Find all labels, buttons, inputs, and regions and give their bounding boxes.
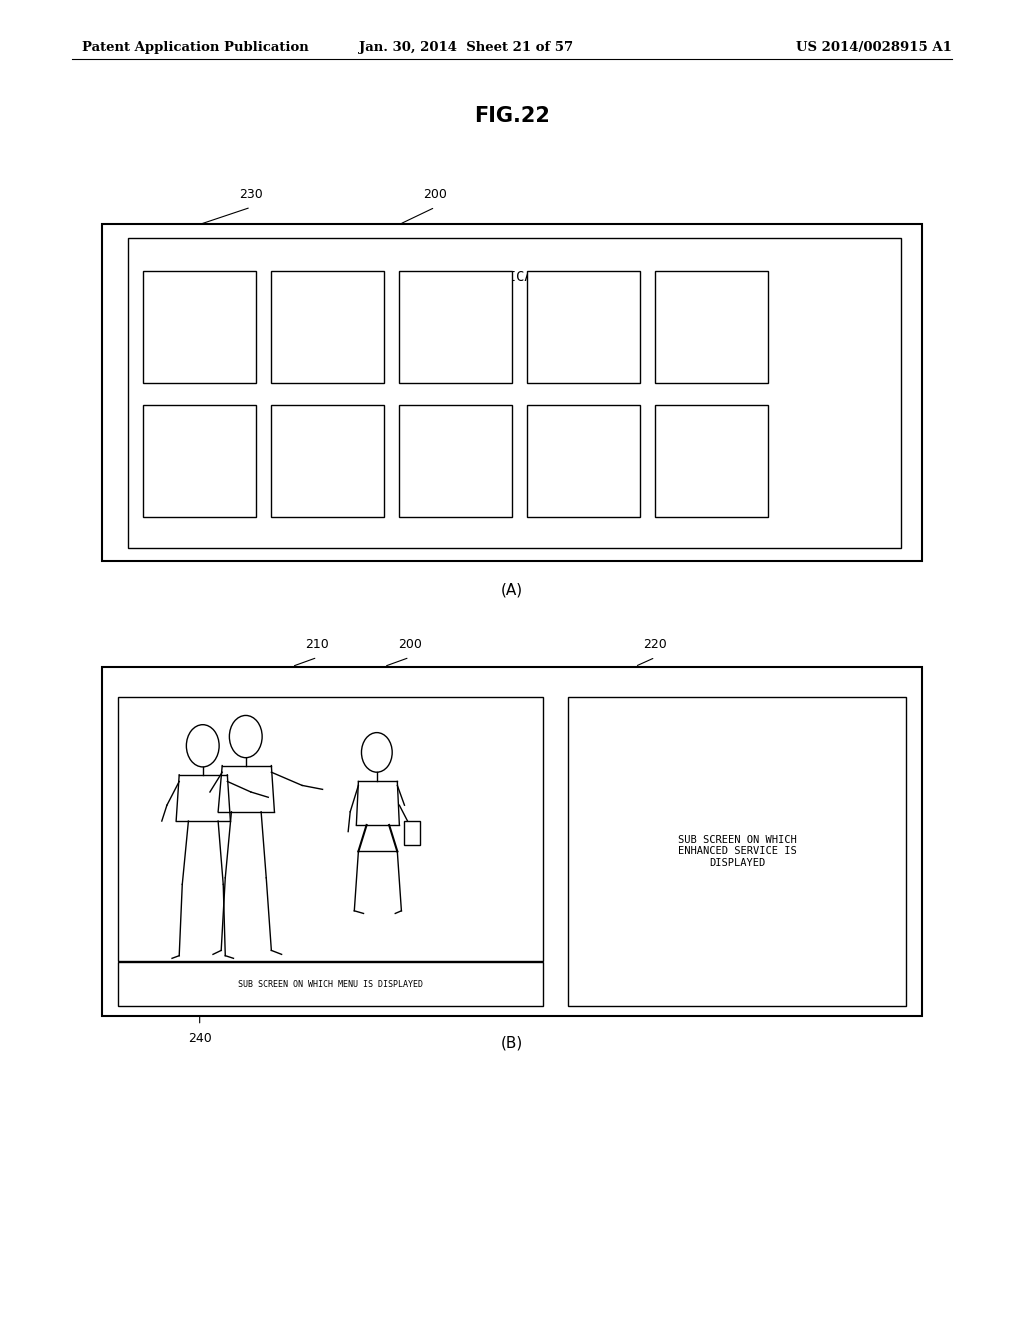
FancyBboxPatch shape bbox=[527, 405, 640, 517]
Text: 210: 210 bbox=[305, 638, 330, 651]
FancyBboxPatch shape bbox=[399, 271, 512, 383]
Text: FIG.22: FIG.22 bbox=[474, 106, 550, 127]
FancyBboxPatch shape bbox=[399, 405, 512, 517]
Text: Jan. 30, 2014  Sheet 21 of 57: Jan. 30, 2014 Sheet 21 of 57 bbox=[358, 41, 573, 54]
Text: 240: 240 bbox=[187, 1032, 212, 1045]
Text: MAP: MAP bbox=[571, 457, 596, 466]
Text: Broadc
aster A: Broadc aster A bbox=[180, 315, 219, 338]
Text: SUB SCREEN ON WHICH MENU IS DISPLAYED: SUB SCREEN ON WHICH MENU IS DISPLAYED bbox=[238, 979, 423, 989]
Text: Patent Application Publication: Patent Application Publication bbox=[82, 41, 308, 54]
Text: (A): (A) bbox=[501, 582, 523, 598]
Text: Broadc
aster C: Broadc aster C bbox=[436, 315, 475, 338]
Text: Broadc
aster B: Broadc aster B bbox=[308, 315, 347, 338]
FancyBboxPatch shape bbox=[655, 271, 768, 383]
FancyBboxPatch shape bbox=[271, 405, 384, 517]
Text: MY APPLICATIONS: MY APPLICATIONS bbox=[450, 271, 574, 284]
FancyBboxPatch shape bbox=[102, 224, 922, 561]
Text: 200: 200 bbox=[397, 638, 422, 651]
Text: INTERNET: INTERNET bbox=[684, 457, 739, 466]
Text: Common
App: Common App bbox=[687, 315, 736, 338]
FancyBboxPatch shape bbox=[143, 405, 256, 517]
FancyBboxPatch shape bbox=[527, 271, 640, 383]
FancyBboxPatch shape bbox=[568, 697, 906, 1006]
Text: Image
viewer: Image viewer bbox=[309, 450, 346, 473]
FancyBboxPatch shape bbox=[118, 962, 543, 1006]
FancyBboxPatch shape bbox=[102, 667, 922, 1016]
FancyBboxPatch shape bbox=[655, 405, 768, 517]
FancyBboxPatch shape bbox=[271, 271, 384, 383]
FancyBboxPatch shape bbox=[118, 697, 543, 961]
Text: SUB SCREEN ON WHICH
ENHANCED SERVICE IS
DISPLAYED: SUB SCREEN ON WHICH ENHANCED SERVICE IS … bbox=[678, 834, 797, 869]
FancyBboxPatch shape bbox=[128, 238, 901, 548]
Text: US 2014/0028915 A1: US 2014/0028915 A1 bbox=[797, 41, 952, 54]
Text: Game A: Game A bbox=[177, 457, 222, 466]
Text: 220: 220 bbox=[643, 638, 668, 651]
Text: EMAIL: EMAIL bbox=[439, 457, 472, 466]
FancyBboxPatch shape bbox=[404, 821, 420, 845]
Text: (B): (B) bbox=[501, 1035, 523, 1051]
Text: 230: 230 bbox=[239, 187, 263, 201]
Text: Broadc
aster D: Broadc aster D bbox=[563, 315, 604, 338]
FancyBboxPatch shape bbox=[143, 271, 256, 383]
Text: 200: 200 bbox=[423, 187, 447, 201]
